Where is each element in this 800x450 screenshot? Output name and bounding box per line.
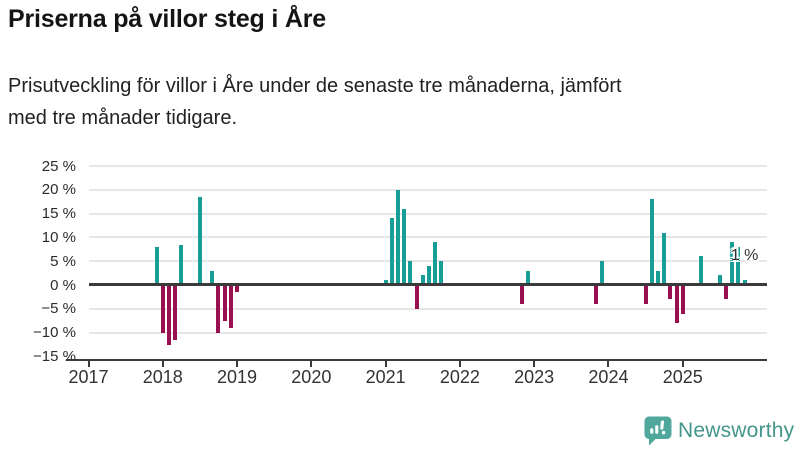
x-axis-tick-label: 2023 <box>514 367 555 387</box>
x-axis-tick-label: 2024 <box>588 367 629 387</box>
gridline <box>88 331 767 334</box>
x-axis-tick <box>236 361 239 367</box>
zero-line <box>88 283 767 286</box>
bar <box>389 218 394 285</box>
newsworthy-logo-text: Newsworthy <box>678 419 795 442</box>
x-axis-tick-label: 2020 <box>291 367 332 387</box>
y-axis-label: 25 % <box>41 157 76 175</box>
bar <box>210 270 215 285</box>
subtitle-line-2: med tre månader tidigare. <box>8 107 238 129</box>
bar <box>228 285 233 328</box>
bar <box>643 285 648 305</box>
x-axis-tick <box>607 361 610 367</box>
bar <box>426 265 431 285</box>
bar <box>600 261 605 285</box>
gridline <box>88 165 767 167</box>
bar <box>439 261 444 285</box>
bar <box>730 242 735 285</box>
bar <box>662 232 667 285</box>
bar <box>724 285 729 300</box>
bar <box>649 199 654 285</box>
bar <box>414 285 419 309</box>
bar <box>420 275 425 285</box>
gridline <box>88 212 767 215</box>
y-axis-label: 15 % <box>41 205 76 223</box>
y-axis-label: −10 % <box>33 324 76 342</box>
x-axis-tick-label: 2025 <box>662 367 703 387</box>
bar <box>519 285 524 305</box>
bar <box>525 270 530 285</box>
bar <box>594 285 599 305</box>
page-title: Priserna på villor steg i Åre <box>8 5 326 33</box>
x-axis-tick-label: 2018 <box>142 367 183 387</box>
x-axis-tick <box>458 361 461 367</box>
bar <box>197 196 202 285</box>
x-axis-tick <box>310 361 313 367</box>
x-axis-tick <box>681 361 684 367</box>
x-axis-tick <box>161 361 164 367</box>
value-annotation: 1 % <box>730 247 759 264</box>
bar <box>173 285 178 340</box>
bar <box>674 285 679 324</box>
x-axis-tick <box>533 361 536 367</box>
bar <box>383 280 388 285</box>
bar <box>235 285 240 293</box>
bar <box>655 270 660 285</box>
bar <box>160 285 165 333</box>
x-axis-tick-label: 2017 <box>68 367 109 387</box>
y-axis-label: 5 % <box>50 252 76 270</box>
x-axis-tick <box>87 361 90 367</box>
y-axis-label: 10 % <box>41 228 76 246</box>
bar <box>433 242 438 285</box>
bar <box>408 261 413 285</box>
bar <box>216 285 221 333</box>
bar <box>717 275 722 285</box>
bar <box>680 285 685 314</box>
gridline <box>88 260 767 263</box>
y-axis-label: −15 % <box>33 347 76 365</box>
bar <box>179 244 184 285</box>
gridline <box>88 236 767 239</box>
chart-subtitle: Prisutveckling för villor i Åre under de… <box>8 70 622 134</box>
subtitle-line-1: Prisutveckling för villor i Åre under de… <box>8 75 622 97</box>
bar <box>222 285 227 321</box>
y-axis-label: 20 % <box>41 181 76 199</box>
bar <box>396 189 400 285</box>
gridline <box>88 188 767 191</box>
bar <box>668 285 673 300</box>
x-axis-tick-label: 2022 <box>439 367 480 387</box>
bar <box>154 246 159 285</box>
y-axis-label: −5 % <box>41 300 76 318</box>
gridline <box>88 307 767 310</box>
newsworthy-logo[interactable]: Newsworthy <box>644 416 794 446</box>
x-axis-tick-label: 2019 <box>217 367 258 387</box>
bar <box>736 246 741 285</box>
bar <box>742 280 747 285</box>
x-axis-line <box>66 359 767 361</box>
bar <box>402 208 407 285</box>
bar <box>166 285 171 345</box>
bar <box>699 256 704 285</box>
x-axis-tick <box>384 361 387 367</box>
bar-chart-bubble-icon <box>644 416 672 446</box>
y-axis-label: 0 % <box>50 276 76 294</box>
x-axis-tick-label: 2021 <box>365 367 406 387</box>
